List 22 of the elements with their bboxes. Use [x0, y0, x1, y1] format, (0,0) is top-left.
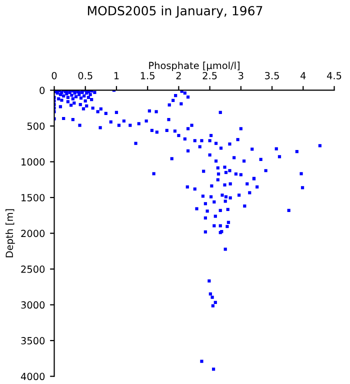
x-tick-label: 3	[238, 72, 244, 80]
x-tick-label: 4.5	[326, 72, 342, 80]
x-tick-label: 0.5	[78, 72, 92, 80]
x-axis-title: Phosphate [µmol/l]	[149, 62, 240, 72]
y-tick-label: 500	[27, 122, 45, 130]
chart-title: MODS2005 in January, 1967	[88, 6, 262, 18]
y-tick-label: 0	[40, 86, 45, 94]
x-tick-label: 2	[176, 72, 181, 80]
y-axis-title: Depth [m]	[6, 209, 15, 258]
x-tick-label: 2.5	[202, 72, 217, 80]
y-tick-label: 2000	[21, 230, 45, 238]
x-tick-label: 3.5	[265, 72, 279, 80]
x-tick-label: 0	[52, 72, 57, 80]
y-tick-label: 3000	[21, 301, 45, 309]
y-tick-label: 2500	[21, 266, 45, 273]
y-tick-label: 1000	[22, 158, 45, 166]
x-tick-label: 4	[300, 72, 306, 80]
x-tick-label: 1	[114, 72, 119, 80]
y-tick-label: 1500	[22, 194, 45, 202]
y-tick-label: 3500	[21, 337, 45, 344]
y-tick-label: 4000	[20, 372, 45, 380]
x-tick-label: 1.5	[140, 72, 154, 80]
